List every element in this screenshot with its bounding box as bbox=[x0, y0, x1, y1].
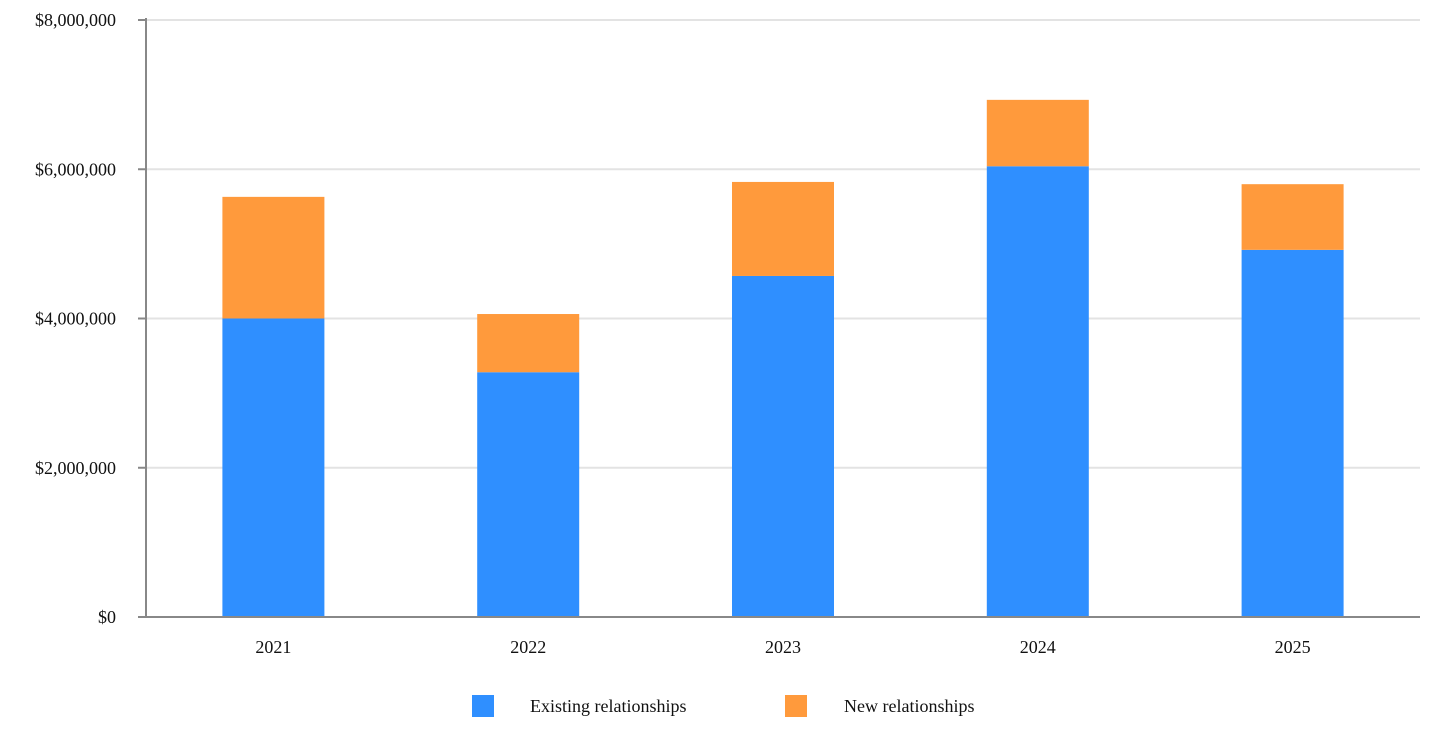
bar-2023-new bbox=[732, 181, 834, 276]
x-tick-label: 2025 bbox=[1275, 637, 1311, 657]
bar-2021-new bbox=[222, 196, 325, 319]
legend-swatch-new bbox=[785, 695, 807, 717]
x-tick-label: 2024 bbox=[1020, 637, 1056, 657]
bar-2022-new bbox=[477, 314, 580, 373]
y-axis-ticks: $0 $2,000,000 $4,000,000 $6,000,000 $8,000,0… bbox=[35, 10, 146, 627]
bar-2024-existing bbox=[986, 166, 1089, 617]
bars bbox=[222, 99, 1344, 617]
y-tick-label: $6,000,000 bbox=[35, 159, 116, 179]
x-tick-label: 2021 bbox=[255, 637, 291, 657]
y-tick-label: $4,000,000 bbox=[35, 309, 116, 329]
x-tick-label: 2022 bbox=[510, 637, 546, 657]
y-tick-label: $2,000,000 bbox=[35, 458, 116, 478]
legend-label-existing: Existing relationships bbox=[530, 696, 687, 716]
bar-2024-new bbox=[986, 99, 1089, 167]
bar-2025-new bbox=[1241, 184, 1344, 250]
x-axis-ticks: 2021 2022 2023 2024 2025 bbox=[255, 637, 1310, 657]
legend: Existing relationships New relationships bbox=[472, 695, 974, 717]
x-tick-label: 2023 bbox=[765, 637, 801, 657]
bar-2021-existing bbox=[222, 318, 325, 617]
bar-2023-existing bbox=[732, 275, 834, 617]
bar-2022-existing bbox=[477, 372, 580, 617]
legend-label-new: New relationships bbox=[844, 696, 974, 716]
y-tick-label: $0 bbox=[98, 607, 116, 627]
y-tick-label: $8,000,000 bbox=[35, 10, 116, 30]
legend-swatch-existing bbox=[472, 695, 494, 717]
bar-2025-existing bbox=[1241, 249, 1344, 617]
